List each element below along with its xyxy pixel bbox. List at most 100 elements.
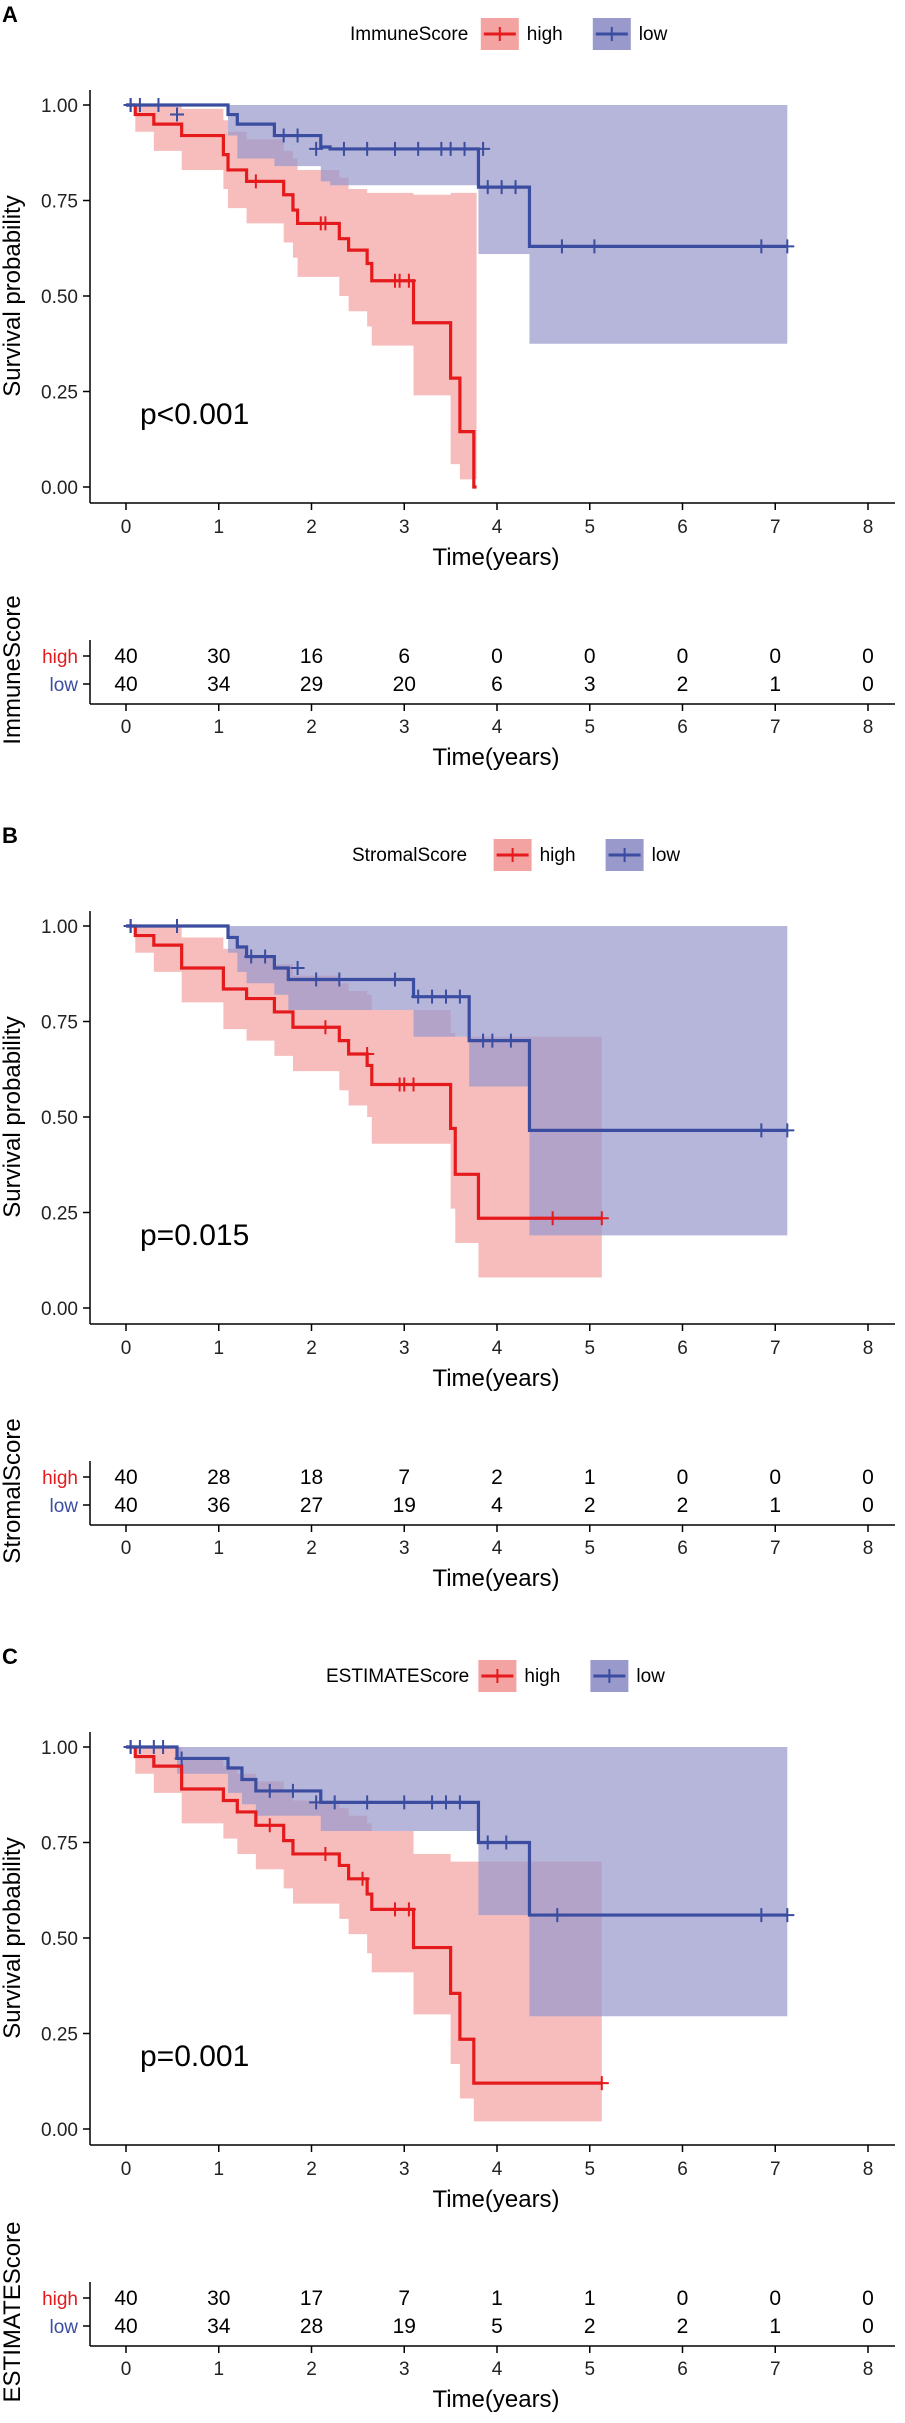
risk-count-high: 30 — [207, 2287, 230, 2310]
legend-label-high: high — [540, 845, 576, 866]
panel-label: A — [2, 2, 18, 27]
panel-b: B StromalScore high low 0 1 2 3 4 5 6 7 8 0.00 0.25 0.5… — [0, 823, 895, 1592]
ci-band-low — [126, 105, 788, 344]
risk-count-high: 0 — [677, 645, 689, 668]
censor-mark-low — [360, 1795, 375, 1810]
x-axis-title: Time(years) — [432, 544, 559, 571]
censor-mark-low — [360, 141, 375, 156]
panel-label: C — [2, 1644, 18, 1669]
legend: ESTIMATEScore high low — [326, 1660, 665, 1692]
censor-mark-low — [151, 98, 166, 112]
risk-count-low: 2 — [584, 2315, 596, 2338]
censor-mark-low — [156, 1740, 171, 1754]
censor-mark-low — [123, 919, 138, 933]
legend-label-low: low — [652, 845, 681, 866]
risk-count-high: 0 — [491, 645, 503, 668]
risk-count-low: 2 — [677, 2315, 689, 2338]
risk-count-high: 7 — [398, 2287, 410, 2310]
y-tick-label: 0.25 — [41, 2025, 78, 2046]
censor-mark-high — [355, 1871, 370, 1886]
x-tick-label: 8 — [863, 2159, 874, 2180]
censor-mark-low — [438, 989, 453, 1004]
censor-mark-low — [132, 98, 147, 112]
y-axis-title: Survival probability — [0, 1837, 26, 2038]
censor-mark-low — [290, 961, 305, 976]
risk-count-low: 40 — [114, 1494, 137, 1517]
y-tick-label: 0.75 — [41, 192, 78, 213]
legend-label-low: low — [639, 24, 668, 45]
risk-count-low: 27 — [300, 1494, 323, 1517]
censor-mark-low — [480, 180, 495, 195]
censor-mark-high — [594, 1211, 609, 1226]
ci-band-low — [126, 926, 788, 1236]
x-tick-label: 0 — [121, 517, 132, 538]
x-tick-label: 4 — [492, 517, 503, 538]
censor-mark-high — [318, 1846, 333, 1861]
risk-count-low: 19 — [393, 2315, 416, 2338]
censor-mark-low — [309, 141, 324, 156]
censor-mark-low — [457, 141, 472, 156]
censor-mark-low — [780, 1908, 795, 1923]
x-tick-label: 3 — [399, 1338, 410, 1359]
censor-mark-low — [754, 239, 769, 254]
censor-mark-low — [754, 1123, 769, 1138]
risk-count-low: 29 — [300, 673, 323, 696]
risk-x-tick-label: 0 — [121, 2359, 132, 2380]
x-tick-label: 1 — [213, 1338, 224, 1359]
censor-mark-low — [170, 107, 185, 122]
censor-mark-low — [309, 1795, 324, 1810]
legend-label-low: low — [636, 1666, 665, 1687]
risk-x-tick-label: 0 — [121, 1538, 132, 1559]
risk-x-tick-label: 2 — [306, 2359, 317, 2380]
risk-count-high: 16 — [300, 645, 323, 668]
risk-count-low: 40 — [114, 2315, 137, 2338]
risk-x-tick-label: 8 — [863, 2359, 874, 2380]
x-tick-label: 5 — [584, 1338, 595, 1359]
risk-x-tick-label: 7 — [770, 1538, 781, 1559]
risk-count-high: 0 — [862, 645, 874, 668]
x-tick-label: 6 — [677, 517, 688, 538]
censor-mark-low — [452, 989, 467, 1004]
censor-mark-low — [508, 180, 523, 195]
y-tick-label: 0.50 — [41, 1929, 78, 1950]
risk-x-tick-label: 4 — [492, 717, 503, 738]
x-tick-label: 4 — [492, 1338, 503, 1359]
risk-table-x-title: Time(years) — [432, 2386, 559, 2413]
risk-x-tick-label: 1 — [213, 2359, 224, 2380]
risk-x-tick-label: 8 — [863, 1538, 874, 1559]
risk-count-low: 2 — [677, 1494, 689, 1517]
y-tick-label: 0.75 — [41, 1834, 78, 1855]
risk-count-high: 17 — [300, 2287, 323, 2310]
risk-count-high: 30 — [207, 645, 230, 668]
y-tick-label: 1.00 — [41, 917, 78, 938]
x-tick-label: 7 — [770, 517, 781, 538]
risk-x-tick-label: 2 — [306, 717, 317, 738]
risk-x-tick-label: 5 — [584, 717, 595, 738]
censor-mark-low — [309, 972, 324, 987]
y-tick-label: 0.50 — [41, 287, 78, 308]
y-tick-label: 1.00 — [41, 96, 78, 117]
censor-mark-low — [452, 1795, 467, 1810]
risk-x-tick-label: 3 — [399, 2359, 410, 2380]
risk-x-tick-label: 3 — [399, 717, 410, 738]
censor-mark-low — [480, 1835, 495, 1850]
x-tick-label: 2 — [306, 1338, 317, 1359]
x-tick-label: 5 — [584, 2159, 595, 2180]
censor-mark-low — [411, 141, 426, 156]
survival-curve-high — [126, 924, 602, 1220]
censor-mark-low — [780, 1123, 795, 1138]
censor-mark-high — [360, 1046, 375, 1061]
risk-x-tick-label: 8 — [863, 717, 874, 738]
censor-mark-low — [780, 239, 795, 254]
censor-mark-high — [594, 2076, 609, 2091]
x-axis-title: Time(years) — [432, 2186, 559, 2213]
censor-mark-low — [258, 949, 273, 964]
risk-count-high: 18 — [300, 1466, 323, 1489]
survival-curve-high — [126, 103, 477, 489]
x-tick-label: 0 — [121, 1338, 132, 1359]
y-tick-label: 1.00 — [41, 1738, 78, 1759]
risk-x-tick-label: 3 — [399, 1538, 410, 1559]
